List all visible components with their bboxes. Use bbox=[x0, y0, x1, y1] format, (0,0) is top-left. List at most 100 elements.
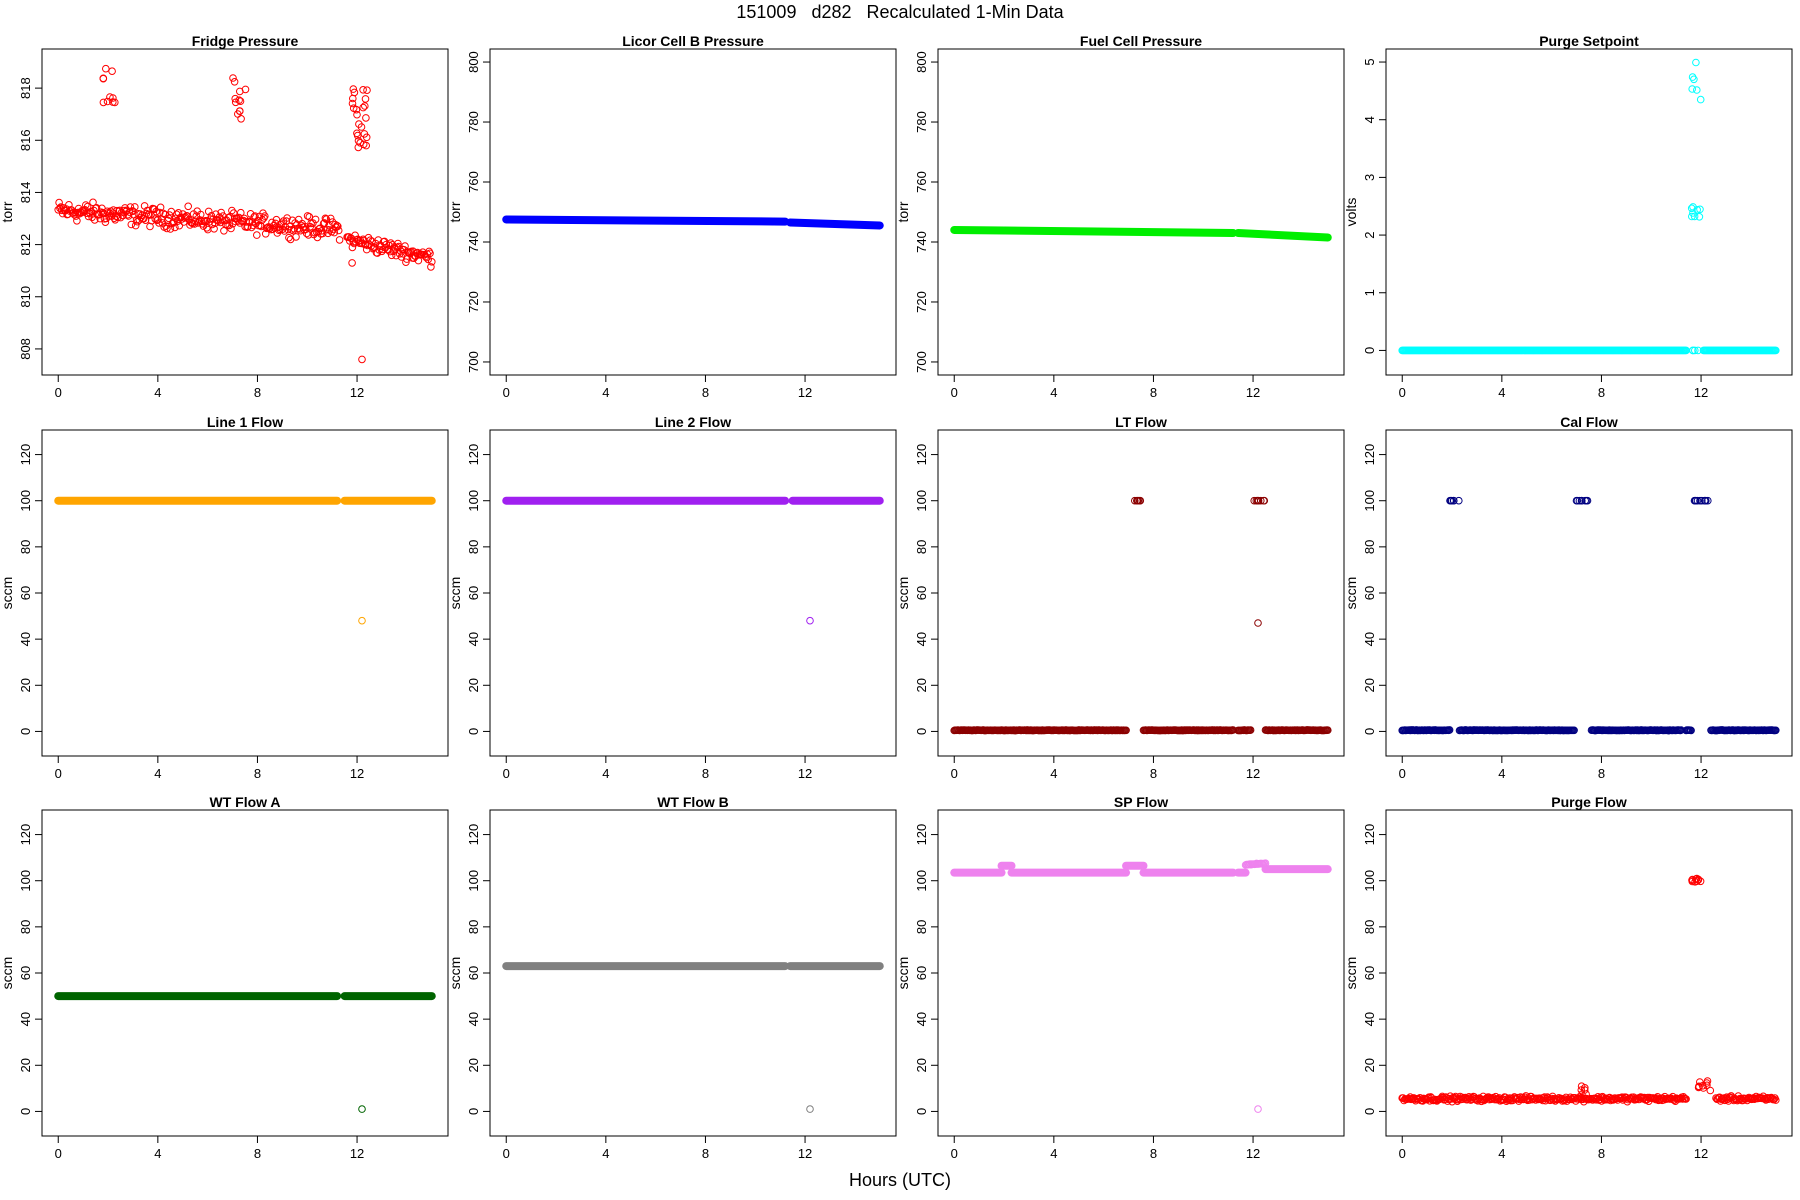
y-tick-label: 20 bbox=[18, 678, 33, 692]
y-tick-label: 20 bbox=[18, 1058, 33, 1072]
y-tick-label: 0 bbox=[18, 1108, 33, 1115]
y-tick-label: 80 bbox=[914, 540, 929, 554]
data-point bbox=[119, 211, 127, 220]
y-tick-label: 720 bbox=[914, 291, 929, 313]
data-point bbox=[320, 219, 329, 227]
data-point bbox=[131, 203, 139, 211]
series-points bbox=[502, 496, 884, 625]
series-points bbox=[502, 215, 884, 230]
data-point bbox=[184, 202, 192, 211]
data-point bbox=[1772, 346, 1780, 355]
data-point bbox=[361, 95, 370, 103]
data-point bbox=[1693, 86, 1701, 94]
data-point bbox=[349, 85, 358, 93]
data-point bbox=[358, 616, 366, 625]
data-point bbox=[1257, 496, 1265, 505]
data-point bbox=[58, 206, 66, 215]
data-point bbox=[244, 223, 252, 231]
data-point bbox=[356, 139, 365, 147]
data-point bbox=[156, 203, 165, 212]
x-tick-label: 8 bbox=[1150, 766, 1157, 781]
data-point bbox=[236, 87, 244, 96]
data-point bbox=[1617, 1094, 1625, 1102]
x-tick-label: 0 bbox=[503, 385, 510, 400]
series-points bbox=[54, 992, 436, 1113]
y-tick-label: 4 bbox=[1362, 116, 1377, 123]
x-tick-label: 0 bbox=[1399, 766, 1406, 781]
y-axis-label: sccm bbox=[895, 577, 911, 610]
plot-frame bbox=[1385, 48, 1793, 376]
x-tick-label: 0 bbox=[951, 766, 958, 781]
x-tick-label: 12 bbox=[798, 766, 812, 781]
plot-frame bbox=[1385, 809, 1793, 1137]
data-point bbox=[1694, 346, 1702, 355]
data-point bbox=[353, 129, 361, 138]
y-tick-label: 80 bbox=[466, 540, 481, 554]
y-tick-label: 740 bbox=[914, 231, 929, 253]
data-point bbox=[806, 1105, 814, 1113]
data-point bbox=[1260, 496, 1269, 505]
y-tick-label: 808 bbox=[18, 338, 33, 360]
y-tick-label: 810 bbox=[18, 286, 33, 308]
data-point bbox=[275, 226, 283, 235]
data-point bbox=[252, 231, 261, 239]
data-point bbox=[806, 616, 814, 625]
series-band bbox=[950, 225, 1238, 237]
y-tick-label: 5 bbox=[1362, 58, 1377, 65]
plot-frame bbox=[41, 48, 449, 376]
figure-title: 151009 d282 Recalculated 1-Min Data bbox=[736, 2, 1064, 22]
x-tick-label: 4 bbox=[1050, 766, 1057, 781]
x-tick-label: 0 bbox=[55, 766, 62, 781]
data-point bbox=[387, 251, 396, 260]
series-points bbox=[1398, 496, 1780, 735]
data-point bbox=[111, 98, 119, 107]
x-tick-label: 4 bbox=[602, 385, 609, 400]
y-tick-label: 100 bbox=[466, 870, 481, 892]
series-band bbox=[1234, 228, 1332, 242]
panel-title: WT Flow A bbox=[209, 794, 280, 810]
data-point bbox=[237, 208, 245, 217]
y-tick-label: 60 bbox=[466, 966, 481, 980]
data-point bbox=[1446, 496, 1454, 505]
series-points bbox=[950, 859, 1332, 1113]
y-tick-label: 40 bbox=[466, 632, 481, 646]
data-point bbox=[335, 236, 344, 244]
data-point bbox=[285, 233, 293, 242]
y-tick-label: 800 bbox=[914, 51, 929, 73]
data-point bbox=[321, 214, 330, 223]
data-point bbox=[363, 86, 371, 94]
y-axis-label: volts bbox=[1343, 198, 1359, 227]
x-tick-label: 0 bbox=[503, 766, 510, 781]
panel-title: Purge Flow bbox=[1551, 794, 1627, 810]
data-point bbox=[155, 219, 163, 227]
y-tick-label: 20 bbox=[466, 678, 481, 692]
data-point bbox=[1252, 496, 1261, 505]
x-tick-label: 8 bbox=[1150, 385, 1157, 400]
data-point bbox=[302, 229, 311, 238]
data-point bbox=[1131, 496, 1139, 505]
plot-frame bbox=[41, 429, 449, 757]
panel-title: Purge Setpoint bbox=[1539, 33, 1639, 49]
data-point bbox=[1575, 496, 1584, 505]
y-tick-label: 60 bbox=[18, 586, 33, 600]
x-tick-label: 0 bbox=[1399, 1146, 1406, 1161]
data-point bbox=[166, 225, 175, 233]
data-point bbox=[358, 1105, 366, 1113]
y-tick-label: 120 bbox=[1362, 824, 1377, 846]
data-point bbox=[230, 78, 239, 86]
data-point bbox=[1246, 726, 1255, 734]
data-point bbox=[1688, 212, 1696, 221]
data-point bbox=[229, 74, 237, 82]
plot-frame bbox=[937, 429, 1345, 757]
y-tick-label: 3 bbox=[1362, 174, 1377, 181]
data-point bbox=[1582, 1090, 1590, 1098]
data-point bbox=[170, 218, 178, 226]
data-point bbox=[82, 201, 90, 209]
y-tick-label: 40 bbox=[18, 1012, 33, 1026]
x-tick-label: 8 bbox=[702, 1146, 709, 1161]
y-tick-label: 760 bbox=[914, 171, 929, 193]
data-point bbox=[314, 228, 323, 236]
